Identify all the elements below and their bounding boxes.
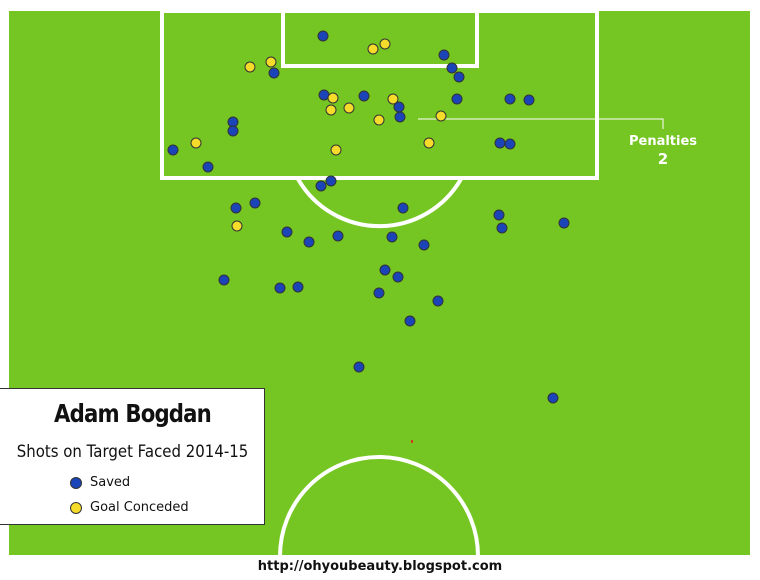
saved-shot <box>392 271 404 283</box>
saved-shot <box>167 144 179 156</box>
penalties-count: 2 <box>658 150 668 168</box>
goal-conceded-shot <box>244 61 256 73</box>
saved-shot <box>230 202 242 214</box>
saved-shot <box>202 161 214 173</box>
saved-shot <box>558 217 570 229</box>
penalties-label: Penalties <box>629 134 697 149</box>
saved-shot <box>394 111 406 123</box>
saved-shot <box>218 274 230 286</box>
goal-conceded-shot <box>423 137 435 149</box>
legend-subtitle: Shots on Target Faced 2014-15 <box>16 442 249 462</box>
centre-circle <box>278 455 480 557</box>
goal-frame <box>338 0 422 13</box>
saved-shot <box>373 287 385 299</box>
legend-goal-label: Goal Conceded <box>90 500 189 515</box>
goal-conceded-shot <box>343 102 355 114</box>
saved-shot <box>451 93 463 105</box>
saved-shot <box>494 137 506 149</box>
saved-shot <box>274 282 286 294</box>
saved-shot <box>332 230 344 242</box>
saved-shot <box>227 125 239 137</box>
saved-shot <box>438 49 450 61</box>
goal-conceded-shot <box>231 220 243 232</box>
goal-conceded-shot <box>373 114 385 126</box>
saved-shot <box>281 226 293 238</box>
goal-conceded-shot <box>265 56 277 68</box>
saved-shot <box>353 361 365 373</box>
saved-shot <box>268 67 280 79</box>
footer-url[interactable]: http://ohyoubeauty.blogspot.com <box>257 559 503 574</box>
saved-shot <box>453 71 465 83</box>
saved-shot <box>317 30 329 42</box>
goal-conceded-shot <box>379 38 391 50</box>
goal-conceded-shot <box>190 137 202 149</box>
legend: Adam Bogdan Shots on Target Faced 2014-1… <box>0 388 265 525</box>
saved-shot <box>325 175 337 187</box>
legend-saved-label: Saved <box>90 475 131 490</box>
goal-conceded-shot <box>435 110 447 122</box>
saved-shot <box>379 264 391 276</box>
saved-shot <box>315 180 327 192</box>
saved-shot <box>523 94 535 106</box>
goal-conceded-shot <box>330 144 342 156</box>
saved-shot <box>493 209 505 221</box>
goal-swatch <box>70 502 82 514</box>
saved-shot <box>404 315 416 327</box>
saved-shot <box>504 138 516 150</box>
saved-shot <box>418 239 430 251</box>
goal-conceded-shot <box>327 92 339 104</box>
saved-shot <box>496 222 508 234</box>
goal-conceded-shot <box>367 43 379 55</box>
saved-shot <box>358 90 370 102</box>
legend-title: Adam Bogdan <box>54 399 212 428</box>
saved-shot <box>504 93 516 105</box>
saved-shot <box>432 295 444 307</box>
shot-markers <box>167 30 570 404</box>
penalty-arc <box>296 178 463 229</box>
saved-shot <box>446 62 458 74</box>
goal-conceded-shot <box>387 93 399 105</box>
saved-shot <box>318 89 330 101</box>
saved-shot <box>249 197 261 209</box>
penalties-pointer-line <box>418 118 664 129</box>
saved-shot <box>292 281 304 293</box>
goal-conceded-shot <box>325 104 337 116</box>
saved-shot <box>303 236 315 248</box>
saved-shot <box>547 392 559 404</box>
saved-swatch <box>70 477 82 489</box>
saved-shot <box>397 202 409 214</box>
saved-shot <box>386 231 398 243</box>
